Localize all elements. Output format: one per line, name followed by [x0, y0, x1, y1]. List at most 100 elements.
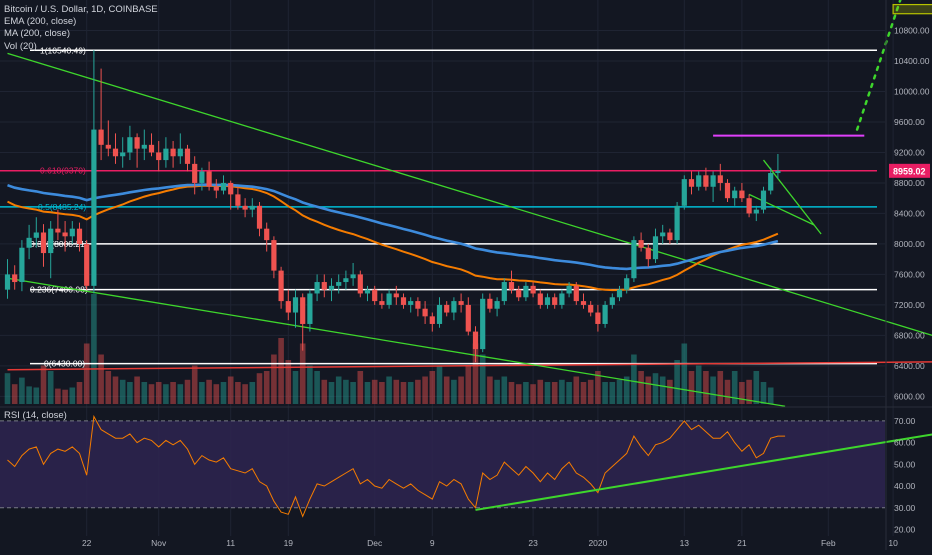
candle-body — [653, 236, 658, 259]
volume-bar — [725, 380, 731, 404]
candle-body — [747, 198, 752, 213]
volume-bar — [206, 380, 212, 404]
candle-body — [401, 297, 406, 305]
volume-bar — [91, 294, 97, 404]
volume-bar — [768, 388, 774, 405]
volume-bar — [98, 355, 104, 405]
candle-body — [430, 316, 435, 324]
rsi-tick-label: 40.00 — [894, 481, 916, 491]
candle-body — [5, 274, 10, 289]
candle-body — [63, 232, 68, 236]
candle-body — [77, 229, 82, 244]
volume-bar — [127, 382, 133, 404]
volume-bar — [444, 377, 450, 405]
volume-bar — [408, 382, 414, 404]
volume-bar — [415, 380, 421, 404]
candle-body — [120, 152, 125, 156]
candle-body — [264, 229, 269, 240]
time-tick-label: Feb — [821, 538, 836, 548]
candle-body — [552, 297, 557, 305]
volume-bar — [142, 382, 148, 404]
candle-body — [19, 248, 24, 282]
volume-bar — [199, 382, 205, 404]
volume-bar — [458, 377, 464, 405]
fib-label: 0.618(9370) — [40, 166, 86, 176]
volume-bar — [242, 384, 248, 404]
time-tick-label: 19 — [284, 538, 294, 548]
candle-body — [451, 301, 456, 312]
candle-body — [775, 171, 780, 173]
target-box — [893, 5, 932, 14]
candle-body — [207, 172, 212, 187]
candle-body — [610, 297, 615, 305]
candle-body — [127, 137, 132, 152]
price-tick-label: 8800.00 — [894, 178, 925, 188]
candle-body — [675, 206, 680, 240]
candle — [631, 236, 636, 282]
volume-bar — [365, 382, 371, 404]
ma-legend[interactable]: MA (200, close) — [4, 28, 158, 40]
volume-bar — [574, 377, 580, 405]
candle-body — [199, 172, 204, 183]
candle-body — [379, 301, 384, 305]
candle-body — [99, 130, 104, 145]
volume-bar — [178, 384, 184, 404]
volume-bar — [113, 377, 119, 405]
volume-bar — [163, 384, 169, 404]
volume-bar — [689, 371, 695, 404]
volume-bar — [372, 380, 378, 404]
candle-body — [588, 305, 593, 313]
candle — [84, 240, 89, 290]
price-tick-label: 10800.00 — [894, 25, 930, 35]
volume-bar — [62, 390, 68, 404]
volume-bar — [5, 373, 11, 404]
candle-body — [329, 286, 334, 290]
time-tick-label: 21 — [737, 538, 747, 548]
volume-bar — [329, 382, 335, 404]
candle-body — [91, 130, 96, 286]
rsi-tick-label: 50.00 — [894, 459, 916, 469]
candle — [358, 271, 363, 298]
volume-bar — [26, 386, 32, 404]
volume-bar — [602, 382, 608, 404]
candle-body — [271, 240, 276, 270]
volume-bar — [221, 382, 227, 404]
candle-body — [559, 293, 564, 304]
candle-body — [711, 175, 716, 186]
symbol-title[interactable]: Bitcoin / U.S. Dollar, 1D, COINBASE — [4, 4, 158, 16]
rsi-legend[interactable]: RSI (14, close) — [4, 410, 67, 421]
candle — [675, 202, 680, 244]
candle-body — [624, 278, 629, 289]
candle-body — [300, 297, 305, 324]
volume-bar — [106, 371, 112, 404]
candle-body — [106, 145, 111, 149]
fib-label: 0.5(8485.24) — [38, 202, 86, 212]
candle-body — [473, 332, 478, 350]
candle-body — [358, 274, 363, 293]
volume-bar — [379, 382, 385, 404]
candle-body — [631, 240, 636, 278]
candle-body — [171, 149, 176, 157]
current-price-label: 8959.02 — [893, 166, 926, 176]
volume-bar — [350, 382, 356, 404]
volume-bar — [386, 377, 392, 405]
volume-legend[interactable]: Vol (20) — [4, 41, 158, 53]
volume-bar — [12, 384, 18, 404]
volume-bar — [530, 384, 536, 404]
volume-bar — [120, 380, 126, 404]
candle-body — [315, 282, 320, 293]
volume-bar — [55, 389, 61, 404]
candle-body — [531, 286, 536, 294]
volume-bar — [322, 380, 328, 404]
candle-body — [221, 183, 226, 191]
volume-bar — [192, 366, 198, 405]
volume-bar — [610, 382, 616, 404]
ema-legend[interactable]: EMA (200, close) — [4, 16, 158, 28]
time-tick-label: 13 — [680, 538, 690, 548]
price-tick-label: 9600.00 — [894, 117, 925, 127]
volume-bar — [502, 377, 508, 405]
candle-body — [34, 232, 39, 237]
price-tick-label: 6400.00 — [894, 361, 925, 371]
volume-bar — [293, 371, 299, 404]
